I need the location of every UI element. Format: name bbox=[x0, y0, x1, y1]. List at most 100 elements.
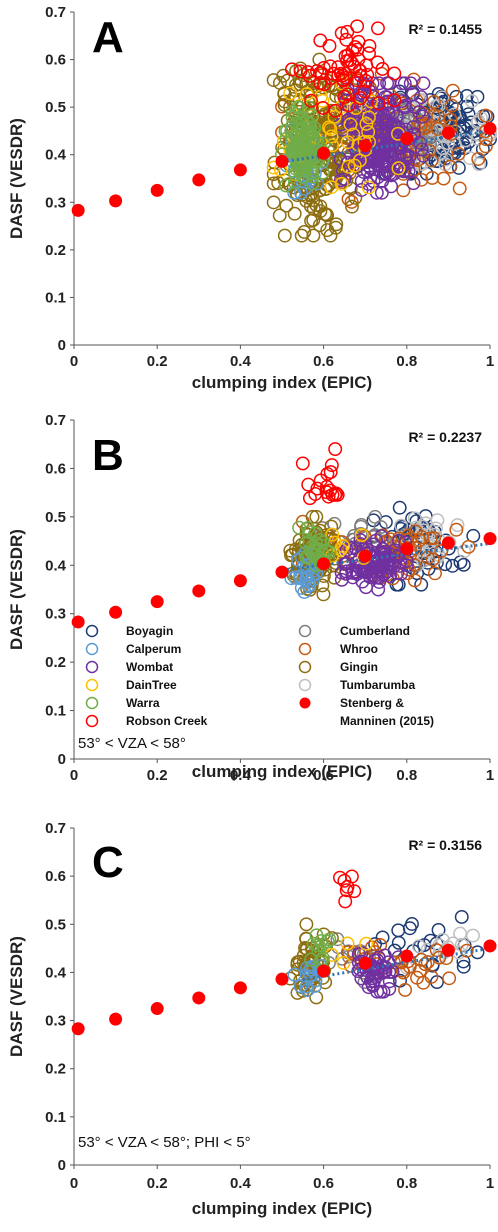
data-point bbox=[432, 950, 447, 965]
y-tick-label: 0 bbox=[58, 751, 66, 768]
x-axis-title: clumping index (EPIC) bbox=[192, 762, 372, 781]
data-point bbox=[456, 557, 471, 572]
reference-point bbox=[483, 122, 497, 136]
y-tick-label: 0.1 bbox=[45, 289, 66, 306]
reference-point bbox=[150, 1002, 164, 1016]
data-point bbox=[449, 522, 464, 537]
reference-point bbox=[483, 939, 497, 953]
reference-point bbox=[71, 1022, 85, 1036]
data-point bbox=[320, 223, 335, 238]
data-point bbox=[395, 76, 409, 91]
legend-marker bbox=[85, 624, 99, 638]
data-point bbox=[376, 984, 391, 999]
data-point bbox=[394, 518, 409, 533]
data-point bbox=[339, 32, 354, 47]
legend-label: Tumbarumba bbox=[340, 678, 415, 692]
data-point bbox=[284, 571, 299, 586]
data-point bbox=[369, 533, 384, 548]
x-tick-label: 0.6 bbox=[313, 353, 334, 370]
legend-marker bbox=[298, 624, 312, 638]
data-point bbox=[301, 190, 316, 205]
x-tick-label: 1 bbox=[486, 767, 494, 784]
condition-label: 53° < VZA < 58° bbox=[78, 735, 186, 752]
data-point bbox=[300, 983, 315, 998]
legend-marker bbox=[85, 714, 99, 728]
panel-c: 0 0.1 0.2 0.3 0.4 0.5 0.6 0.7 0 0.2 0.4 0.6 0.8 1 clum… bbox=[7, 820, 497, 1218]
data-point bbox=[349, 541, 364, 556]
x-tick-label: 0.6 bbox=[313, 767, 334, 784]
reference-point bbox=[483, 532, 497, 546]
x-tick-label: 0.2 bbox=[147, 1175, 168, 1192]
y-tick-label: 0.6 bbox=[45, 52, 66, 69]
data-point bbox=[407, 573, 422, 588]
data-point bbox=[287, 967, 302, 982]
reference-point bbox=[400, 132, 414, 146]
data-point bbox=[311, 943, 326, 958]
data-point bbox=[471, 152, 486, 166]
data-point bbox=[323, 59, 338, 74]
data-point bbox=[302, 150, 317, 165]
data-point bbox=[410, 970, 424, 985]
series-stenberg-manninen bbox=[71, 532, 497, 629]
data-point bbox=[339, 566, 354, 581]
data-point bbox=[297, 224, 312, 239]
data-point bbox=[344, 869, 359, 884]
data-point bbox=[285, 143, 300, 158]
legend-label: Robson Creek bbox=[126, 714, 208, 728]
data-point bbox=[339, 173, 354, 188]
data-point bbox=[444, 98, 459, 113]
data-point bbox=[293, 64, 308, 79]
r-squared-label: R² = 0.3156 bbox=[408, 837, 482, 853]
data-point bbox=[406, 557, 421, 572]
reference-point bbox=[358, 139, 372, 153]
legend-label: Manninen (2015) bbox=[340, 714, 434, 728]
r-squared-label: R² = 0.2237 bbox=[408, 429, 482, 445]
data-point bbox=[324, 931, 339, 946]
x-tick-label: 0 bbox=[70, 767, 78, 784]
y-axis-title: DASF (VESDR) bbox=[7, 118, 26, 239]
data-point bbox=[478, 108, 493, 123]
data-point bbox=[445, 83, 460, 98]
data-point bbox=[431, 154, 445, 169]
y-tick-label: 0.7 bbox=[45, 820, 66, 837]
y-tick-label: 0.6 bbox=[45, 460, 66, 477]
data-point bbox=[343, 117, 358, 132]
data-point bbox=[304, 93, 319, 108]
legend-marker bbox=[299, 697, 311, 709]
data-point bbox=[387, 66, 402, 81]
data-point bbox=[331, 68, 346, 83]
data-point bbox=[353, 91, 368, 106]
r-squared-label: R² = 0.1455 bbox=[408, 21, 482, 37]
data-point bbox=[416, 523, 431, 538]
reference-point bbox=[192, 584, 206, 598]
trend-line bbox=[302, 946, 491, 982]
data-point bbox=[412, 533, 427, 548]
y-tick-label: 0.3 bbox=[45, 606, 66, 623]
data-point bbox=[451, 146, 466, 161]
data-point bbox=[438, 557, 453, 572]
data-point bbox=[451, 160, 466, 175]
data-point bbox=[427, 531, 442, 546]
data-point bbox=[301, 100, 316, 115]
data-point bbox=[322, 162, 337, 177]
y-tick-label: 0 bbox=[58, 1157, 66, 1174]
y-axis-title: DASF (VESDR) bbox=[7, 936, 26, 1057]
reference-point bbox=[400, 542, 414, 556]
data-point bbox=[340, 936, 355, 951]
data-point bbox=[314, 66, 329, 81]
data-point bbox=[309, 990, 324, 1005]
legend-label: Calperum bbox=[126, 642, 181, 656]
data-point bbox=[456, 959, 471, 974]
series-warra bbox=[304, 928, 337, 970]
data-point bbox=[415, 109, 430, 124]
data-point bbox=[354, 971, 369, 986]
reference-point bbox=[71, 615, 85, 629]
y-tick-label: 0.4 bbox=[45, 964, 67, 981]
x-axis-title: clumping index (EPIC) bbox=[192, 373, 372, 392]
x-tick-label: 0.8 bbox=[396, 353, 417, 370]
data-point bbox=[345, 570, 360, 585]
data-point bbox=[352, 153, 367, 168]
data-point bbox=[329, 486, 344, 501]
data-point bbox=[379, 117, 393, 132]
data-point bbox=[391, 935, 406, 950]
